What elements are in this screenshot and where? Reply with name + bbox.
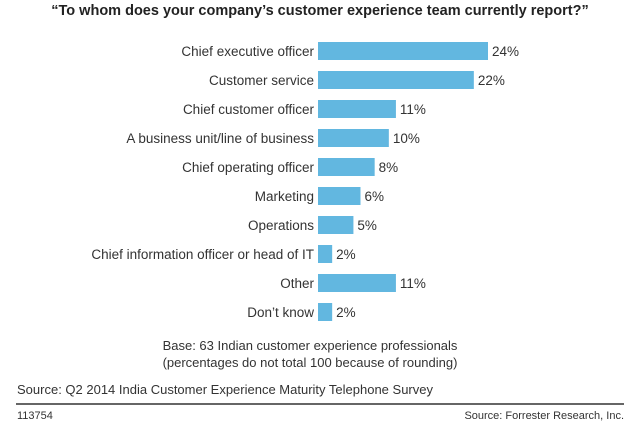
bar: [318, 100, 396, 118]
category-label: Chief executive officer: [181, 44, 314, 59]
category-label: Marketing: [255, 189, 314, 204]
bar-chart: Chief executive officer 24% Customer servi…: [91, 42, 519, 321]
bar: [318, 216, 354, 234]
divider: [16, 403, 624, 405]
value-label: 10%: [393, 131, 420, 146]
value-label: 11%: [400, 276, 426, 291]
bar: [318, 42, 488, 60]
category-label: Don’t know: [247, 305, 314, 320]
rounding-note: (percentages do not total 100 because of…: [162, 355, 458, 370]
base-note: Base: 63 Indian customer experience prof…: [162, 338, 458, 353]
category-label: Operations: [248, 218, 314, 233]
category-label: A business unit/line of business: [126, 131, 314, 146]
bar: [318, 274, 396, 292]
value-label: 22%: [478, 73, 505, 88]
value-label: 8%: [379, 160, 399, 175]
category-label: Chief customer officer: [183, 102, 315, 117]
value-label: 2%: [336, 247, 356, 262]
value-label: 6%: [365, 189, 385, 204]
category-label: Customer service: [209, 73, 314, 88]
figure-id: 113754: [17, 410, 53, 422]
bar: [318, 71, 474, 89]
bar: [318, 303, 333, 321]
credit: Source: Forrester Research, Inc.: [464, 410, 624, 422]
survey-source: Source: Q2 2014 India Customer Experienc…: [17, 382, 433, 397]
chart-title: “To whom does your company’s customer ex…: [51, 3, 589, 19]
value-label: 24%: [492, 44, 519, 59]
bar: [318, 245, 333, 263]
category-label: Chief operating officer: [182, 160, 314, 175]
bar: [318, 129, 389, 147]
value-label: 5%: [357, 218, 377, 233]
value-label: 11%: [400, 102, 426, 117]
value-label: 2%: [336, 305, 356, 320]
category-label: Other: [280, 276, 314, 291]
bar: [318, 187, 361, 205]
bar: [318, 158, 375, 176]
category-label: Chief information officer or head of IT: [91, 247, 314, 262]
